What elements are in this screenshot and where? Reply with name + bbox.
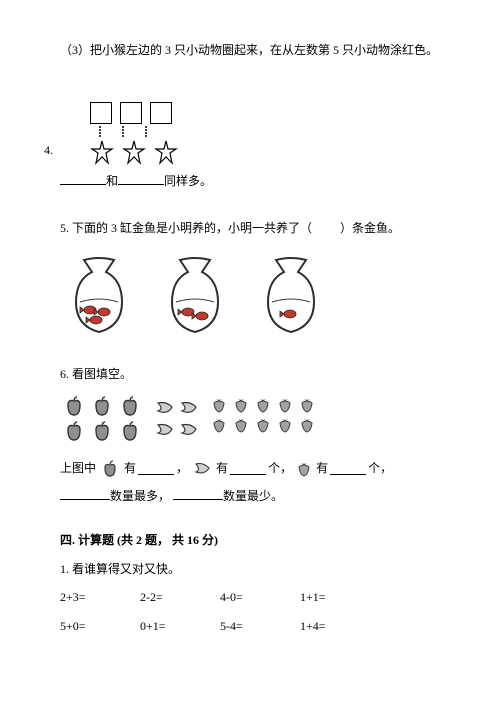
strawberry-icon <box>210 397 228 413</box>
banana-icon <box>178 421 200 439</box>
q4-dots <box>99 126 450 137</box>
q6-l1-a: 上图中 <box>60 458 96 480</box>
strawberry-icon <box>298 417 316 433</box>
banana-icon-inline <box>192 461 212 477</box>
q5-blank[interactable] <box>312 221 340 232</box>
fishbowl-2 <box>156 254 234 338</box>
q6-blank-apple[interactable] <box>138 463 174 475</box>
strawberry-icon <box>276 397 294 413</box>
calc-row-2: 5+0= 0+1= 5-4= 1+4= <box>60 616 450 638</box>
banana-icon <box>154 421 176 439</box>
fishbowl-3 <box>252 254 330 338</box>
q4-blank-1[interactable] <box>60 173 106 185</box>
strawberry-icon <box>232 397 250 413</box>
q4-blank-2[interactable] <box>118 173 164 185</box>
calc-cell[interactable]: 5-4= <box>220 616 300 638</box>
q4-figure <box>90 102 450 165</box>
q6-l1-e: 个， <box>268 458 292 480</box>
star-icon <box>120 139 148 165</box>
strawberry-icon <box>276 417 294 433</box>
apple-icon <box>118 395 142 417</box>
strawberry-icon <box>298 397 316 413</box>
calc-cell[interactable]: 0+1= <box>140 616 220 638</box>
strawberry-icon-inline <box>296 462 312 477</box>
q5-bowls <box>60 254 450 338</box>
calc-cell[interactable]: 5+0= <box>60 616 140 638</box>
strawberry-icon <box>254 417 272 433</box>
q4-text-and: 和 <box>106 174 118 188</box>
q6-l2-b: 数量最少。 <box>223 489 283 503</box>
apple-icon <box>62 420 86 442</box>
q5-text-a: 5. 下面的 3 缸金鱼是小明养的，小明一共养了（ <box>60 221 312 235</box>
strawberry-icon <box>210 417 228 433</box>
q4-sentence: 和 同样多。 <box>60 171 450 193</box>
q6-blank-least[interactable] <box>173 488 223 500</box>
q4-squares-row <box>90 102 450 124</box>
square-1 <box>90 102 112 124</box>
q6-l1-g: 个， <box>368 458 392 480</box>
q6-blank-most[interactable] <box>60 488 110 500</box>
q4-number: 4. <box>44 140 53 162</box>
banana-icon <box>178 399 200 417</box>
q6-l2-a: 数量最多， <box>110 489 170 503</box>
square-2 <box>120 102 142 124</box>
apple-icon <box>90 420 114 442</box>
apple-icon <box>62 395 86 417</box>
fishbowl-1 <box>60 254 138 338</box>
calc-cell[interactable]: 4-0= <box>220 587 300 609</box>
calc-row-1: 2+3= 2-2= 4-0= 1+1= <box>60 587 450 609</box>
calc-cell[interactable]: 1+1= <box>300 587 380 609</box>
apple-group <box>62 395 144 444</box>
q6-blank-banana[interactable] <box>230 463 266 475</box>
q6-l1-d: 有 <box>216 458 228 480</box>
strawberry-icon <box>232 417 250 433</box>
apple-icon <box>118 420 142 442</box>
banana-group <box>154 399 200 441</box>
q4-text-tail: 同样多。 <box>164 174 212 188</box>
q6-l1-b: 有 <box>124 458 136 480</box>
section4-heading: 四. 计算题 (共 2 题， 共 16 分) <box>60 530 450 552</box>
banana-icon <box>154 399 176 417</box>
strawberry-group <box>210 397 318 435</box>
q5-text-b: ）条金鱼。 <box>340 221 400 235</box>
q6-figure <box>62 395 450 444</box>
apple-icon <box>90 395 114 417</box>
section4-sub1: 1. 看谁算得又对又快。 <box>60 559 450 581</box>
star-icon <box>88 139 116 165</box>
q6-blank-straw[interactable] <box>330 463 366 475</box>
q5-text: 5. 下面的 3 缸金鱼是小明养的，小明一共养了（ ）条金鱼。 <box>60 218 450 240</box>
q3-text: （3）把小猴左边的 3 只小动物圈起来，在从左数第 5 只小动物涂红色。 <box>60 40 450 62</box>
calc-cell[interactable]: 1+4= <box>300 616 380 638</box>
q6-line1: 上图中 有 ， 有 个， 有 个， <box>60 458 450 480</box>
star-icon <box>152 139 180 165</box>
q6-l1-c: ， <box>176 458 188 480</box>
q6-l1-f: 有 <box>316 458 328 480</box>
square-3 <box>150 102 172 124</box>
q6-title: 6. 看图填空。 <box>60 364 450 386</box>
q6-line2: 数量最多， 数量最少。 <box>60 486 450 508</box>
calc-cell[interactable]: 2+3= <box>60 587 140 609</box>
q4-stars-row <box>88 139 450 165</box>
apple-icon-inline <box>100 460 120 478</box>
strawberry-icon <box>254 397 272 413</box>
calc-cell[interactable]: 2-2= <box>140 587 220 609</box>
